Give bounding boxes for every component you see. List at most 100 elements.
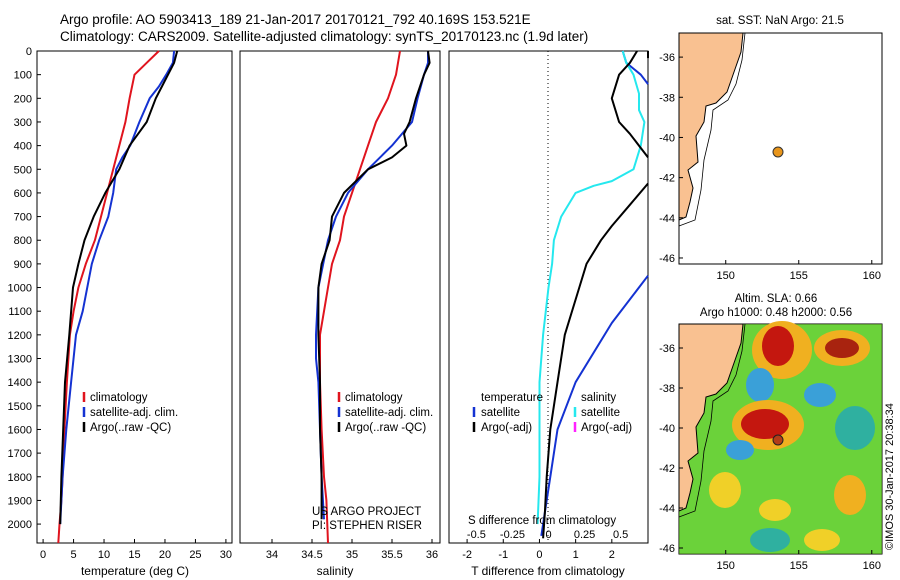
map-x-tick-label: 150: [717, 270, 735, 282]
sst-map-isobath: [678, 32, 746, 227]
salinity-plot-frame: [239, 50, 441, 544]
temperature-series: [57, 50, 179, 544]
x-tick-label: 35.5: [381, 549, 402, 561]
x-tick-label: 34.5: [301, 549, 322, 561]
sla-map-isobath: [678, 323, 746, 518]
sst-map: sat. SST: NaN Argo: 21.5 150 155 160 -36 -38…: [659, 15, 883, 282]
sla-blob: [835, 406, 875, 450]
series-line-argo-raw-qc-: [59, 50, 179, 525]
y-tick-label: 400: [14, 141, 32, 153]
legend-label-climatology: climatology: [90, 392, 148, 404]
map-y-tick-label: -42: [659, 173, 675, 185]
legend-label-sal-satellite: satellite: [581, 407, 620, 419]
x-tick-label: 10: [98, 549, 110, 561]
y-tick-label: 2000: [8, 519, 32, 531]
sst-map-land: [678, 32, 744, 221]
map-y-tick-label: -44: [659, 503, 675, 515]
y-tick-label: 1200: [8, 330, 32, 342]
sla-blob: [804, 529, 840, 551]
sla-blob: [834, 475, 866, 515]
x-tick-label: 34: [266, 549, 278, 561]
difference-legend: temperature satellite Argo(-adj) salinit…: [472, 392, 632, 434]
sla-blob: [759, 499, 791, 521]
project-annotation: US ARGO PROJECT: [312, 506, 421, 518]
difference-axis-label: T difference from climatology: [471, 564, 625, 578]
sst-argo-float-marker: [772, 146, 784, 158]
sla-map-tick-labels: 150 155 160 -36 -38 -40 -42 -44 -46: [659, 343, 881, 572]
y-tick-label: 100: [14, 70, 32, 82]
sla-blob: [804, 383, 836, 407]
map-y-tick-label: -36: [659, 52, 675, 64]
legend-header-salinity: salinity: [581, 392, 616, 404]
x-tick-label: -1: [498, 549, 508, 561]
x-tick-label: 2: [609, 549, 615, 561]
salinity-difference-tick-labels: -0.5 -0.25 0 0.25 0.5: [467, 529, 628, 541]
map-y-tick-label: -38: [659, 383, 675, 395]
legend-label-satellite: satellite-adj. clim.: [90, 407, 178, 419]
series-line-satellite-adj-clim-: [59, 50, 176, 525]
x-tick-label: 36: [426, 549, 438, 561]
salinity-series: [315, 50, 431, 544]
sla-blob: [746, 368, 774, 402]
sst-map-title: sat. SST: NaN Argo: 21.5: [716, 15, 844, 27]
x-tick-label: 1: [573, 549, 579, 561]
map-y-tick-label: -38: [659, 92, 675, 104]
salinity-difference-axis-label: S difference from climatology: [468, 515, 616, 527]
y-tick-label: 1100: [8, 306, 32, 318]
pi-annotation: PI: STEPHEN RISER: [312, 520, 422, 532]
sla-map: Altim. SLA: 0.66 Argo h1000: 0.48 h2000:…: [659, 293, 896, 572]
map-x-tick-label: 150: [717, 560, 735, 572]
map-x-tick-label: 155: [790, 270, 808, 282]
temperature-tick-labels: 0 5 10 15 20 25 30: [40, 539, 232, 561]
sla-blob: [750, 528, 790, 552]
x-tick-label: 0: [536, 549, 542, 561]
legend-label-sal-argo: Argo(-adj): [581, 422, 632, 434]
sla-blob: [762, 326, 794, 366]
salinity-axis-label: salinity: [317, 564, 354, 578]
map-y-tick-label: -46: [659, 253, 675, 265]
salinity-tick-labels: 34 34.5 35 35.5 36: [266, 539, 438, 561]
sla-blob: [709, 472, 741, 508]
top-x-tick-label: 0.5: [613, 529, 628, 541]
salinity-panel: 34 34.5 35 35.5 36 salinity climatology sate…: [239, 50, 441, 578]
imos-watermark: ©IMOS 30-Jan-2017 20:38:34: [884, 403, 896, 550]
top-x-tick-label: -0.25: [500, 529, 525, 541]
map-y-tick-label: -44: [659, 213, 675, 225]
difference-panel: -2 -1 0 1 2 -0.5 -0.25 0 0.25 0.5 T difference f…: [448, 50, 649, 578]
top-x-tick-label: 0.25: [574, 529, 595, 541]
y-tick-label: 200: [14, 93, 32, 105]
series-line-t-diff-argo: [542, 182, 649, 539]
map-y-tick-label: -40: [659, 132, 675, 144]
legend-label-argo: Argo(..raw -QC): [345, 422, 426, 434]
series-line-satellite-adj-clim-: [315, 51, 429, 520]
y-tick-label: 0: [26, 46, 32, 58]
sla-argo-float-marker: [772, 434, 784, 446]
legend-label-argo: Argo(..raw -QC): [90, 422, 171, 434]
series-line-t-diff-satellite: [540, 275, 649, 537]
y-tick-label: 1000: [8, 283, 32, 295]
x-tick-label: 15: [128, 549, 140, 561]
map-y-tick-label: -46: [659, 543, 675, 555]
map-x-tick-label: 155: [790, 560, 808, 572]
temperature-legend: climatology satellite-adj. clim. Argo(..…: [82, 392, 178, 434]
figure-title-line-2: Climatology: CARS2009. Satellite-adjuste…: [60, 29, 588, 44]
legend-label-temp-argo: Argo(-adj): [481, 422, 532, 434]
y-tick-label: 1600: [8, 424, 32, 436]
sst-map-tick-labels: 150 155 160 -36 -38 -40 -42 -44 -46: [659, 52, 881, 282]
y-tick-label: 1900: [8, 495, 32, 507]
sla-blob: [741, 409, 789, 439]
map-x-tick-label: 160: [863, 560, 881, 572]
y-tick-label: 500: [14, 164, 32, 176]
temperature-axis-label: temperature (deg C): [81, 564, 189, 578]
y-tick-label: 900: [14, 259, 32, 271]
map-y-tick-label: -40: [659, 423, 675, 435]
y-tick-label: 1700: [8, 448, 32, 460]
sla-map-title-2: Argo h1000: 0.48 h2000: 0.56: [700, 307, 852, 319]
temperature-panel: 0100200300400500600700800900100011001200…: [8, 46, 233, 578]
series-line-salinity-argo-adj-: [610, 50, 649, 159]
salinity-legend: climatology satellite-adj. clim. Argo(..…: [337, 392, 433, 434]
legend-label-climatology: climatology: [345, 392, 403, 404]
map-y-tick-label: -42: [659, 463, 675, 475]
x-tick-label: 0: [40, 549, 46, 561]
x-tick-label: 25: [189, 549, 201, 561]
